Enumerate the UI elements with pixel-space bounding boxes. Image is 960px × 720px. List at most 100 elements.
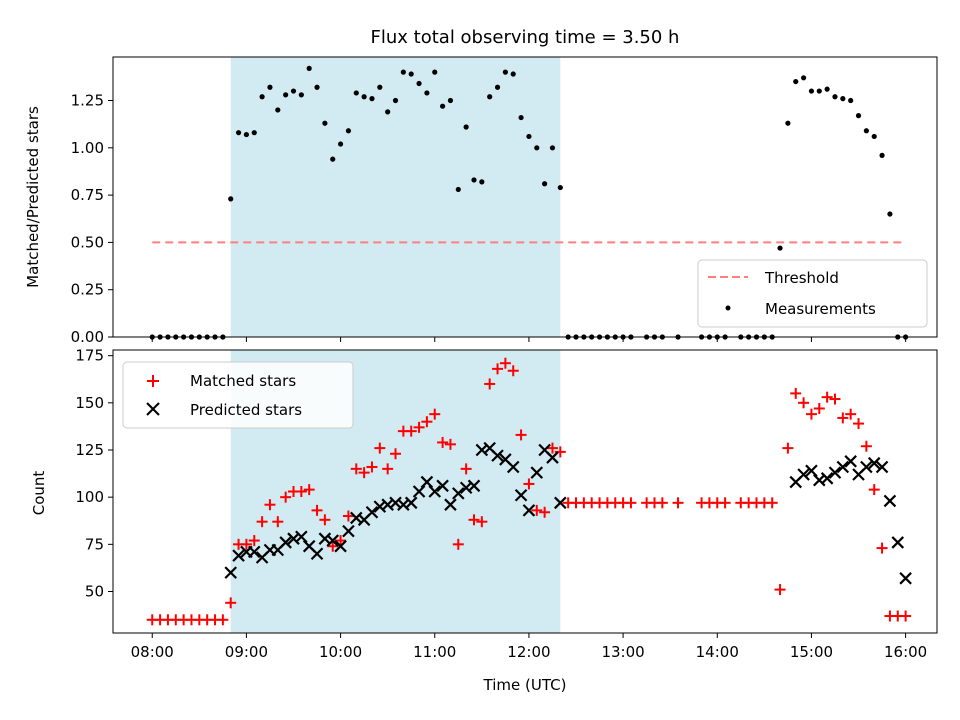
predicted-legend-label: Predicted stars — [190, 401, 302, 419]
matched-star-point — [311, 504, 323, 516]
measurement-point — [432, 69, 438, 75]
predicted-star-point — [444, 498, 457, 511]
measurement-point — [267, 84, 273, 90]
predicted-star-point — [452, 487, 465, 500]
top-y-tick-label: 0.25 — [71, 281, 104, 299]
matched-star-point — [256, 516, 268, 528]
matched-star-point — [421, 416, 433, 428]
measurement-point — [314, 84, 320, 90]
predicted-legend-swatch — [146, 402, 160, 416]
bottom-x-ticks: 08:00 09:00 10:00 11:00 12:00 13:00 14:00 15:00… — [131, 633, 927, 661]
predicted-star-point — [506, 460, 520, 474]
measurement-point — [290, 88, 297, 94]
measurement-point — [471, 177, 477, 183]
measurement-point — [785, 120, 791, 126]
top-legend-box — [697, 259, 928, 328]
predicted-star-point — [875, 460, 889, 474]
bottom-x-tick-label: 12:00 — [507, 643, 550, 661]
measurement-point — [816, 88, 822, 94]
predicted-star-point — [467, 479, 481, 493]
predicted-star-point — [342, 524, 355, 538]
measurement-points — [149, 65, 909, 340]
bottom-y-tick-label: 50 — [85, 582, 104, 600]
measurements-legend-label: Measurements — [765, 300, 876, 318]
matched-star-point — [868, 484, 880, 496]
matched-star-point — [476, 516, 488, 528]
predicted-star-point — [820, 472, 834, 485]
measurement-point — [275, 107, 281, 113]
measurement-point — [463, 124, 469, 130]
matched-star-point — [248, 535, 260, 547]
measurement-point — [306, 65, 312, 71]
matched-star-point — [860, 440, 872, 452]
bottom-legend: Matched stars Predicted stars — [122, 361, 354, 429]
top-ylabel: Matched/Predicted stars — [24, 106, 42, 288]
matched-star-point — [837, 412, 849, 424]
predicted-star-point — [530, 466, 544, 479]
measurements-legend-swatch — [725, 305, 731, 311]
top-panel: 0.00 0.25 0.50 0.75 1.00 1.25 Flux total obse… — [24, 27, 938, 346]
predicted-star-point — [334, 539, 347, 553]
measurement-point — [369, 96, 375, 102]
bottom-y-tick-label: 125 — [75, 441, 104, 459]
measurement-point — [345, 128, 352, 134]
matched-star-point — [876, 542, 888, 554]
predicted-star-point — [436, 479, 449, 493]
measurement-point — [455, 186, 461, 193]
measurement-point — [322, 120, 328, 126]
predicted-star-point — [899, 572, 912, 585]
matched-star-point — [295, 486, 307, 497]
matched-star-point — [429, 408, 441, 420]
measurement-point — [808, 88, 815, 94]
measurement-point — [408, 71, 414, 77]
matched-star-point — [531, 504, 543, 516]
measurement-point — [361, 94, 367, 100]
measurement-point — [447, 97, 454, 104]
measurement-point — [353, 90, 359, 96]
matched-star-point — [350, 463, 362, 475]
top-legend: Threshold Measurements — [697, 259, 928, 328]
measurement-point — [518, 114, 524, 121]
bottom-axes-frame — [112, 349, 938, 634]
predicted-star-point — [554, 496, 567, 510]
predicted-star-point — [224, 566, 237, 579]
predicted-star-point — [326, 534, 340, 547]
matched-star-point — [813, 402, 825, 414]
measurement-point — [330, 156, 336, 162]
predicted-star-point — [797, 468, 810, 481]
measurement-point — [855, 113, 862, 119]
predicted-star-point — [867, 456, 881, 470]
top-axes-frame — [112, 56, 938, 338]
matched-star-point — [413, 421, 425, 433]
matched-star-point — [468, 514, 480, 526]
predicted-star-point — [828, 466, 842, 479]
matched-star-point — [264, 499, 276, 511]
matched-star-point — [782, 442, 794, 454]
predicted-star-point — [491, 449, 504, 462]
matched-star-point — [390, 448, 402, 460]
measurement-point — [392, 97, 399, 104]
matched-stars-points — [146, 357, 912, 626]
matched-star-point — [656, 497, 668, 509]
bottom-legend-box — [122, 361, 354, 429]
predicted-star-point — [279, 536, 292, 549]
matched-star-point — [280, 491, 292, 503]
bottom-y-ticks: 50 75 100 125 150 175 — [75, 347, 113, 600]
top-y-tick-label: 0.00 — [71, 328, 104, 346]
predicted-star-point — [860, 460, 873, 474]
predicted-star-point — [514, 488, 528, 502]
matched-star-point — [303, 484, 315, 496]
measurement-point — [871, 133, 877, 140]
measurement-point — [887, 211, 893, 217]
measurement-point — [557, 184, 563, 191]
bottom-y-tick-label: 150 — [75, 394, 104, 412]
bottom-x-tick-label: 15:00 — [790, 643, 833, 661]
matched-legend-swatch — [147, 375, 159, 387]
predicted-star-point — [365, 505, 379, 519]
matched-star-point — [625, 497, 637, 509]
predicted-star-point — [232, 549, 245, 562]
matched-star-point — [672, 497, 684, 509]
measurement-point — [424, 90, 430, 96]
matched-star-point — [272, 516, 284, 528]
